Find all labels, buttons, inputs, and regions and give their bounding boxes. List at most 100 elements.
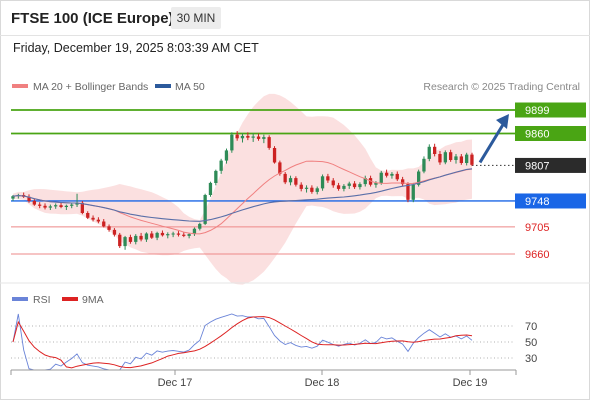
rsi-tick-70: 70 [525,321,537,333]
candle-body [433,146,437,154]
candle-body [331,180,335,186]
rsi-legend-label: RSI [33,294,51,306]
candle-body [64,205,68,207]
candle-body [96,219,100,222]
projection-arrow-head [496,114,509,129]
candle-body [299,184,303,189]
rsi-tick-50: 50 [525,337,537,349]
level-label-9660: 9660 [525,249,549,261]
candle-body [176,233,181,235]
candle-body [123,237,127,247]
candle-body [401,179,405,185]
projection-arrow-shaft [478,122,506,164]
level-label-9899: 9899 [525,105,549,117]
candle-body [214,170,218,183]
ma50-legend-label: MA 50 [175,81,205,93]
candle-body [294,178,298,185]
level-tag-9860 [515,125,586,141]
candle-body [326,176,330,181]
level-label-9860: 9860 [525,128,549,140]
candle-body [256,136,261,139]
level-tag-9899 [515,102,586,118]
level-label-9705: 9705 [525,222,549,234]
key-levels [11,109,515,255]
time-axis: Dec 17 Dec 18 Dec 19 [10,369,517,389]
candle-body [422,158,426,172]
bollinger-band-fill [13,93,472,285]
candle-body [342,185,346,189]
candle-body [75,202,79,205]
instrument-title: FTSE 100 (ICE Europe) [11,10,174,27]
candle-body [144,233,149,240]
candle-body [155,232,159,238]
bollinger-bands [13,93,472,285]
candle-body [182,234,186,236]
candle-body [315,188,319,192]
candle-body [427,146,431,159]
header-divider [0,35,590,36]
candle-body [379,172,383,183]
candle-body [230,134,234,151]
chart-header: FTSE 100 (ICE Europe) 30 MIN [0,0,590,36]
candle-body [267,137,271,148]
candle-body [336,185,341,189]
candle-body [203,195,207,224]
candle-body [304,187,309,189]
candle-body [411,184,415,200]
chart-timestamp: Friday, December 19, 2025 8:03:39 AM CET [13,41,259,55]
candle-body [310,187,314,192]
level-tag-9807 [515,157,586,173]
candle-body [347,183,351,186]
candle-body [150,233,154,238]
candle-body [390,173,394,176]
candle-body [374,182,378,185]
candle-body [139,235,143,240]
ma50-line [12,168,473,222]
candle-body [91,217,95,220]
candle-body [160,232,165,236]
ma50-legend-swatch [155,84,171,88]
candle-body [38,204,42,206]
projection-arrow [478,114,509,164]
candle-body [187,234,191,236]
candle-body [363,178,367,185]
time-label-0: Dec 17 [158,377,193,389]
candle-body [43,205,47,208]
candle-body [438,154,442,163]
rsi-ma-legend-swatch [62,297,78,301]
candle-body [272,148,277,163]
candle-body [171,233,175,235]
level-label-9748: 9748 [525,196,549,208]
rsi-ma-line [12,316,473,369]
candle-body [283,173,287,183]
main-legend: MA 20 + Bollinger Bands MA 50 Research ©… [12,81,580,93]
level-labels: 9899 9860 9807 9748 9705 9660 [515,102,586,261]
candle-body [262,137,266,139]
candle-body [385,172,389,176]
rsi-tick-30: 30 [525,353,537,365]
candle-body [128,237,133,242]
ma20-legend-swatch [12,84,28,88]
moving-averages [12,160,473,235]
candle-body [32,201,36,205]
candle-body [134,235,138,242]
candle-body [235,134,239,139]
time-label-1: Dec 18 [305,377,340,389]
candle-body [288,178,293,183]
candle-body [59,205,63,207]
interval-button[interactable]: 30 MIN [171,7,221,29]
rsi-legend: RSI 9MA [12,294,104,306]
candle-body [219,160,223,171]
candle-body [86,213,90,218]
candle-body [102,221,106,227]
candle-body [459,156,463,163]
candle-body [417,171,421,185]
candle-body [406,184,410,200]
candle-body [358,184,362,188]
rsi-ma-legend-label: 9MA [82,294,104,306]
level-label-9807: 9807 [525,160,549,172]
rsi-panel: 70 50 30 [11,313,537,371]
candle-body [449,152,453,160]
candle-body [192,228,197,235]
candle-body [278,162,282,174]
